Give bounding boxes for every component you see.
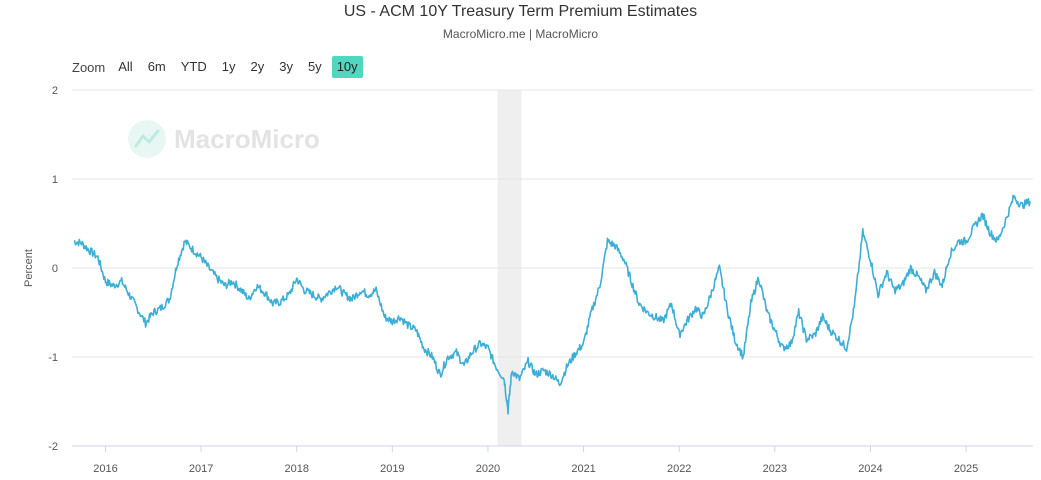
series-line xyxy=(73,194,1031,415)
zoom-button-6m[interactable]: 6m xyxy=(147,59,166,74)
macromicro-watermark: MacroMicro xyxy=(128,120,320,158)
series-layer xyxy=(73,194,1031,415)
x-tick-label: 2024 xyxy=(858,463,882,475)
x-tick-label: 2018 xyxy=(284,463,308,475)
chart-title: US - ACM 10Y Treasury Term Premium Estim… xyxy=(343,3,698,20)
watermark-logo-zigzag xyxy=(134,129,160,148)
y-axis-label: Percent xyxy=(23,249,35,287)
y-tick-label: 0 xyxy=(52,263,58,275)
y-tick-label: 1 xyxy=(52,174,58,186)
grid-lines xyxy=(72,89,1033,358)
zoom-button-3y[interactable]: 3y xyxy=(279,59,293,74)
zoom-button-10y[interactable]: 10y xyxy=(331,56,363,78)
watermark-logo-icon xyxy=(128,120,166,158)
watermark-text: MacroMicro xyxy=(174,124,320,154)
x-tick-label: 2017 xyxy=(189,463,213,475)
zoom-button-all[interactable]: All xyxy=(118,59,133,74)
x-tick-label: 2025 xyxy=(954,463,978,475)
zoom-button-ytd[interactable]: YTD xyxy=(180,59,207,74)
recession-band xyxy=(497,90,522,446)
chart-subtitle: MacroMicro.me | MacroMicro xyxy=(442,27,599,41)
x-tick-label: 2016 xyxy=(93,463,117,475)
x-tick-label: 2020 xyxy=(476,463,500,475)
axes: 2 1 0 -1 -2 2016 2017 2018 2019 2020 2021 2022 2023 2… xyxy=(48,85,1033,475)
zoom-button-5y[interactable]: 5y xyxy=(307,59,322,74)
zoom-label: Zoom xyxy=(72,59,106,75)
x-tick-label: 2023 xyxy=(763,463,787,475)
y-tick-label: -1 xyxy=(48,352,58,364)
zoom-button-2y[interactable]: 2y xyxy=(250,59,265,74)
y-tick-label: 2 xyxy=(52,85,58,97)
y-tick-label: -2 xyxy=(48,441,58,453)
x-tick-label: 2019 xyxy=(380,463,404,475)
x-tick-label: 2022 xyxy=(667,463,691,475)
zoom-button-1y[interactable]: 1y xyxy=(221,59,236,74)
zoom-range-selector: Zoom All 6m YTD 1y 2y 3y 5y 10y xyxy=(72,56,368,78)
recession-band-layer xyxy=(497,90,522,446)
x-tick-label: 2021 xyxy=(571,463,595,475)
